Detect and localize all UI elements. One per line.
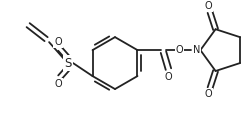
Text: N: N [193, 45, 200, 55]
Text: S: S [64, 57, 72, 70]
Text: O: O [204, 1, 212, 11]
Text: O: O [54, 37, 62, 47]
Text: O: O [176, 45, 183, 55]
Text: O: O [165, 72, 172, 82]
Text: N: N [193, 45, 200, 55]
Text: O: O [204, 89, 212, 99]
Text: O: O [54, 79, 62, 89]
